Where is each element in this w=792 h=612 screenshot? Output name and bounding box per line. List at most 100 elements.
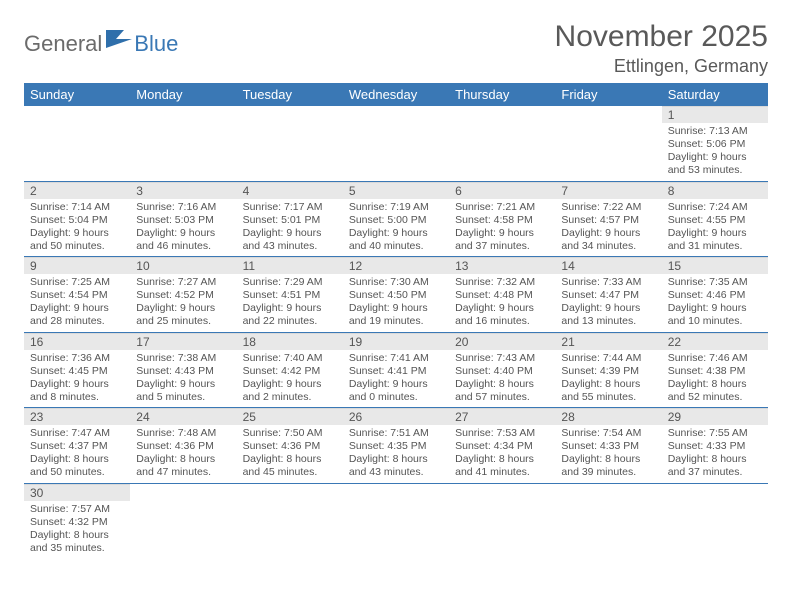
empty-cell (343, 106, 449, 181)
sunrise-text: Sunrise: 7:41 AM (349, 352, 443, 365)
day-details: Sunrise: 7:57 AMSunset: 4:32 PMDaylight:… (24, 501, 130, 559)
sunset-text: Sunset: 4:40 PM (455, 365, 549, 378)
location: Ettlingen, Germany (555, 56, 768, 77)
sunrise-text: Sunrise: 7:21 AM (455, 201, 549, 214)
calendar-body: 1Sunrise: 7:13 AMSunset: 5:06 PMDaylight… (24, 106, 768, 558)
weekday-header: Thursday (449, 83, 555, 106)
day-number: 12 (343, 257, 449, 274)
sunrise-text: Sunrise: 7:38 AM (136, 352, 230, 365)
sunset-text: Sunset: 4:43 PM (136, 365, 230, 378)
sunset-text: Sunset: 5:01 PM (243, 214, 337, 227)
day-cell: 2Sunrise: 7:14 AMSunset: 5:04 PMDaylight… (24, 181, 130, 257)
daylight-text-2: and 47 minutes. (136, 466, 230, 479)
weekday-header: Monday (130, 83, 236, 106)
weekday-header: Saturday (662, 83, 768, 106)
day-cell: 28Sunrise: 7:54 AMSunset: 4:33 PMDayligh… (555, 408, 661, 484)
sunrise-text: Sunrise: 7:57 AM (30, 503, 124, 516)
daylight-text-1: Daylight: 8 hours (561, 453, 655, 466)
day-number: 30 (24, 484, 130, 501)
sunrise-text: Sunrise: 7:53 AM (455, 427, 549, 440)
day-number: 20 (449, 333, 555, 350)
daylight-text-1: Daylight: 9 hours (136, 302, 230, 315)
weekday-header: Tuesday (237, 83, 343, 106)
flag-icon (106, 28, 132, 53)
sunrise-text: Sunrise: 7:33 AM (561, 276, 655, 289)
daylight-text-2: and 45 minutes. (243, 466, 337, 479)
day-details: Sunrise: 7:24 AMSunset: 4:55 PMDaylight:… (662, 199, 768, 257)
daylight-text-2: and 43 minutes. (349, 466, 443, 479)
calendar-table: Sunday Monday Tuesday Wednesday Thursday… (24, 83, 768, 558)
sunrise-text: Sunrise: 7:36 AM (30, 352, 124, 365)
day-details: Sunrise: 7:14 AMSunset: 5:04 PMDaylight:… (24, 199, 130, 257)
daylight-text-1: Daylight: 9 hours (561, 227, 655, 240)
sunrise-text: Sunrise: 7:19 AM (349, 201, 443, 214)
daylight-text-2: and 25 minutes. (136, 315, 230, 328)
sunset-text: Sunset: 4:32 PM (30, 516, 124, 529)
sunset-text: Sunset: 4:51 PM (243, 289, 337, 302)
day-number: 3 (130, 182, 236, 199)
day-details: Sunrise: 7:13 AMSunset: 5:06 PMDaylight:… (662, 123, 768, 181)
sunrise-text: Sunrise: 7:32 AM (455, 276, 549, 289)
day-number: 15 (662, 257, 768, 274)
empty-cell (237, 106, 343, 181)
day-details: Sunrise: 7:55 AMSunset: 4:33 PMDaylight:… (662, 425, 768, 483)
day-cell: 30Sunrise: 7:57 AMSunset: 4:32 PMDayligh… (24, 483, 130, 558)
sunrise-text: Sunrise: 7:24 AM (668, 201, 762, 214)
day-details: Sunrise: 7:36 AMSunset: 4:45 PMDaylight:… (24, 350, 130, 408)
day-details: Sunrise: 7:53 AMSunset: 4:34 PMDaylight:… (449, 425, 555, 483)
day-details: Sunrise: 7:47 AMSunset: 4:37 PMDaylight:… (24, 425, 130, 483)
daylight-text-1: Daylight: 9 hours (349, 378, 443, 391)
day-cell: 27Sunrise: 7:53 AMSunset: 4:34 PMDayligh… (449, 408, 555, 484)
day-cell: 12Sunrise: 7:30 AMSunset: 4:50 PMDayligh… (343, 257, 449, 333)
sunrise-text: Sunrise: 7:27 AM (136, 276, 230, 289)
daylight-text-2: and 53 minutes. (668, 164, 762, 177)
day-number: 22 (662, 333, 768, 350)
sunrise-text: Sunrise: 7:35 AM (668, 276, 762, 289)
day-number: 1 (662, 106, 768, 123)
day-cell: 16Sunrise: 7:36 AMSunset: 4:45 PMDayligh… (24, 332, 130, 408)
day-details: Sunrise: 7:35 AMSunset: 4:46 PMDaylight:… (662, 274, 768, 332)
day-details: Sunrise: 7:50 AMSunset: 4:36 PMDaylight:… (237, 425, 343, 483)
day-cell: 20Sunrise: 7:43 AMSunset: 4:40 PMDayligh… (449, 332, 555, 408)
daylight-text-1: Daylight: 8 hours (136, 453, 230, 466)
daylight-text-2: and 57 minutes. (455, 391, 549, 404)
day-cell: 29Sunrise: 7:55 AMSunset: 4:33 PMDayligh… (662, 408, 768, 484)
sunset-text: Sunset: 4:45 PM (30, 365, 124, 378)
daylight-text-2: and 40 minutes. (349, 240, 443, 253)
day-cell: 23Sunrise: 7:47 AMSunset: 4:37 PMDayligh… (24, 408, 130, 484)
sunrise-text: Sunrise: 7:47 AM (30, 427, 124, 440)
empty-cell (130, 106, 236, 181)
daylight-text-2: and 35 minutes. (30, 542, 124, 555)
day-details: Sunrise: 7:32 AMSunset: 4:48 PMDaylight:… (449, 274, 555, 332)
sunset-text: Sunset: 4:54 PM (30, 289, 124, 302)
daylight-text-1: Daylight: 8 hours (561, 378, 655, 391)
daylight-text-1: Daylight: 9 hours (455, 302, 549, 315)
sunrise-text: Sunrise: 7:40 AM (243, 352, 337, 365)
week-row: 16Sunrise: 7:36 AMSunset: 4:45 PMDayligh… (24, 332, 768, 408)
sunset-text: Sunset: 4:39 PM (561, 365, 655, 378)
daylight-text-1: Daylight: 9 hours (668, 151, 762, 164)
day-number: 6 (449, 182, 555, 199)
day-number: 10 (130, 257, 236, 274)
day-cell: 6Sunrise: 7:21 AMSunset: 4:58 PMDaylight… (449, 181, 555, 257)
sunset-text: Sunset: 4:46 PM (668, 289, 762, 302)
day-cell: 15Sunrise: 7:35 AMSunset: 4:46 PMDayligh… (662, 257, 768, 333)
daylight-text-2: and 10 minutes. (668, 315, 762, 328)
sunrise-text: Sunrise: 7:30 AM (349, 276, 443, 289)
day-cell: 17Sunrise: 7:38 AMSunset: 4:43 PMDayligh… (130, 332, 236, 408)
sunset-text: Sunset: 4:36 PM (136, 440, 230, 453)
sunrise-text: Sunrise: 7:44 AM (561, 352, 655, 365)
weekday-header: Sunday (24, 83, 130, 106)
daylight-text-2: and 28 minutes. (30, 315, 124, 328)
daylight-text-2: and 50 minutes. (30, 466, 124, 479)
daylight-text-1: Daylight: 9 hours (668, 227, 762, 240)
daylight-text-2: and 39 minutes. (561, 466, 655, 479)
daylight-text-2: and 0 minutes. (349, 391, 443, 404)
sunrise-text: Sunrise: 7:14 AM (30, 201, 124, 214)
day-number: 11 (237, 257, 343, 274)
daylight-text-1: Daylight: 9 hours (30, 302, 124, 315)
daylight-text-1: Daylight: 9 hours (455, 227, 549, 240)
daylight-text-1: Daylight: 8 hours (455, 453, 549, 466)
daylight-text-1: Daylight: 8 hours (30, 453, 124, 466)
daylight-text-1: Daylight: 9 hours (30, 378, 124, 391)
